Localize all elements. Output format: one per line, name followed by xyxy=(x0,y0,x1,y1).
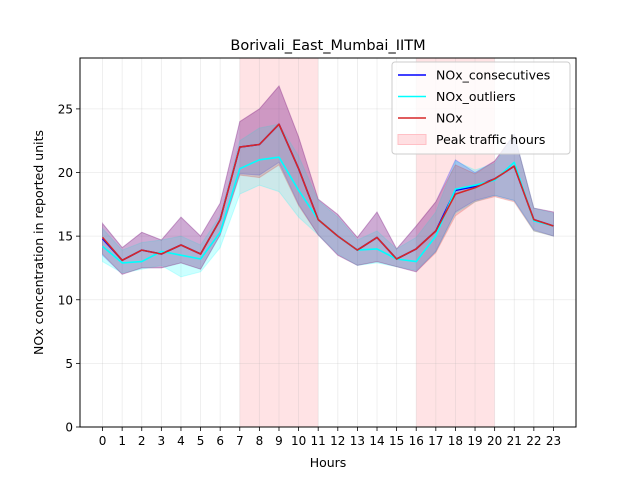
x-tick-label-13: 13 xyxy=(350,434,365,448)
x-tick-label-0: 0 xyxy=(99,434,107,448)
x-tick-label-8: 8 xyxy=(256,434,264,448)
x-tick-label-12: 12 xyxy=(330,434,345,448)
line-NOx xyxy=(101,123,554,262)
x-tick-label-15: 15 xyxy=(389,434,404,448)
x-tick-label-9: 9 xyxy=(275,434,283,448)
x-tick-label-21: 21 xyxy=(507,434,522,448)
y-tick-label-25: 25 xyxy=(58,102,73,116)
x-tick-label-4: 4 xyxy=(177,434,185,448)
y-axis-label: NOx concentration in reported units xyxy=(31,130,46,355)
y-tick-label-10: 10 xyxy=(58,293,73,307)
x-tick-label-6: 6 xyxy=(216,434,224,448)
y-axis-ticks: 0 5 10 15 20 25 xyxy=(58,102,80,435)
legend-label-NOx_consecutives: NOx_consecutives xyxy=(436,68,550,83)
x-tick-label-22: 22 xyxy=(526,434,541,448)
x-tick-label-2: 2 xyxy=(138,434,146,448)
legend-label-NOx: NOx xyxy=(436,111,463,126)
x-tick-label-7: 7 xyxy=(236,434,244,448)
x-tick-label-14: 14 xyxy=(369,434,384,448)
legend-box xyxy=(391,61,571,155)
y-tick-label-15: 15 xyxy=(58,230,73,244)
x-tick-label-3: 3 xyxy=(158,434,166,448)
peak-span-0 xyxy=(239,58,319,427)
x-tick-label-23: 23 xyxy=(546,434,561,448)
legend: NOx_consecutives NOx_outliers NOx Peak traf… xyxy=(391,61,571,155)
x-tick-label-19: 19 xyxy=(467,434,482,448)
y-tick-label-5: 5 xyxy=(65,357,73,371)
x-tick-label-20: 20 xyxy=(487,434,502,448)
plot-frame xyxy=(79,57,577,428)
legend-label-Peak traffic hours: Peak traffic hours xyxy=(436,132,545,147)
x-axis-label: Hours xyxy=(310,455,347,470)
x-tick-label-18: 18 xyxy=(448,434,463,448)
x-tick-label-1: 1 xyxy=(118,434,126,448)
x-tick-label-5: 5 xyxy=(197,434,205,448)
series-lines xyxy=(101,123,554,264)
legend-label-NOx_outliers: NOx_outliers xyxy=(436,89,516,104)
x-tick-label-16: 16 xyxy=(409,434,424,448)
x-tick-label-11: 11 xyxy=(311,434,326,448)
x-tick-label-10: 10 xyxy=(291,434,306,448)
y-tick-label-20: 20 xyxy=(58,166,73,180)
x-tick-label-17: 17 xyxy=(428,434,443,448)
y-tick-label-0: 0 xyxy=(65,421,73,435)
legend-swatch-Peak traffic hours xyxy=(397,134,427,145)
chart-title: Borivali_East_Mumbai_IITM xyxy=(230,38,425,54)
x-axis-ticks: 0 1 2 3 4 5 6 7 8 9 10 11 12 13 14 15 16 17 18 19 20 21 22 23 xyxy=(99,427,561,448)
